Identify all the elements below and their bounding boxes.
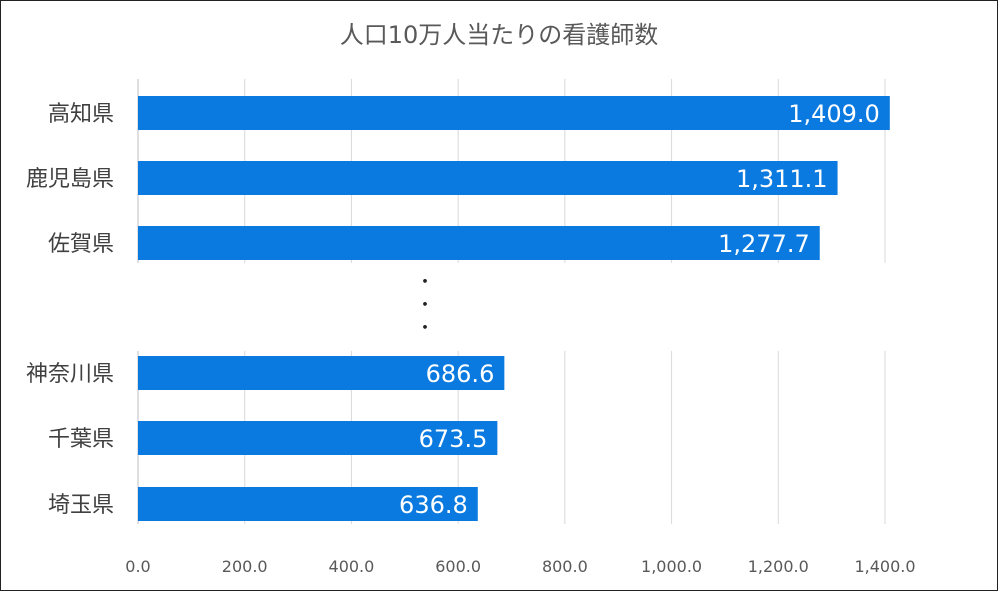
x-tick-label: 0.0 [125, 557, 150, 576]
category-label: 千葉県 [48, 427, 114, 452]
data-label: 1,277.7 [718, 230, 810, 258]
category-label: 佐賀県 [48, 232, 114, 257]
bar [138, 487, 478, 521]
bar [138, 96, 890, 130]
bar [138, 161, 838, 195]
chart-title: 人口10万人当たりの看護師数 [339, 21, 659, 49]
data-label: 686.6 [426, 360, 495, 388]
data-label: 1,409.0 [788, 100, 880, 128]
bar [138, 356, 505, 390]
x-tick-label: 1,000.0 [641, 557, 702, 576]
x-tick-label: 600.0 [435, 557, 481, 576]
x-tick-label: 200.0 [222, 557, 268, 576]
x-tick-label: 400.0 [329, 557, 375, 576]
x-tick-label: 1,400.0 [854, 557, 915, 576]
category-label: 高知県 [48, 102, 114, 127]
category-label: 鹿児島県 [26, 167, 114, 192]
data-label: 636.8 [399, 491, 468, 519]
data-label: 1,311.1 [736, 165, 828, 193]
gap-dot: ・ [416, 318, 434, 339]
gap-dot: ・ [416, 295, 434, 316]
x-tick-label: 800.0 [542, 557, 588, 576]
gap-dot: ・ [416, 272, 434, 293]
category-label: 埼玉県 [48, 493, 114, 518]
bar [138, 226, 820, 260]
x-tick-label: 1,200.0 [748, 557, 809, 576]
category-label: 神奈川県 [26, 362, 114, 387]
bar [138, 421, 498, 455]
data-label: 673.5 [419, 425, 488, 453]
